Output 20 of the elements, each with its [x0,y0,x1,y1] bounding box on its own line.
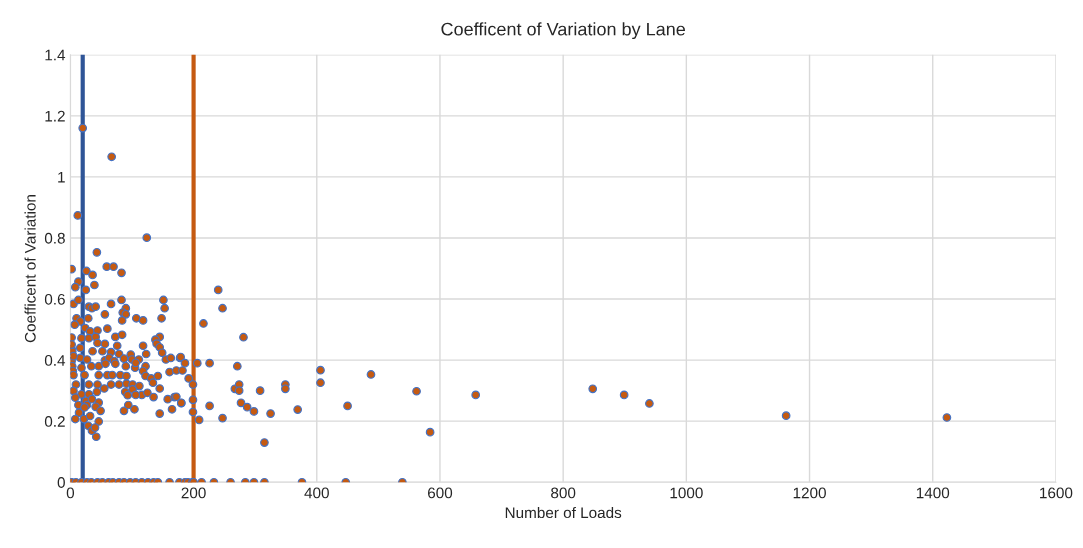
x-tick-label: 1400 [916,487,950,499]
y-tick-label: 0.8 [44,232,65,244]
x-tick-label: 600 [428,487,453,499]
x-tick-label: 1600 [1040,487,1073,499]
x-tick-label: 1000 [670,487,703,499]
y-tick-label: 1 [58,171,65,183]
y-tick-label: 0 [57,477,65,488]
x-tick-label: 200 [181,487,206,499]
x-axis-title: Number of Loads [505,506,622,519]
y-tick-label: 1.4 [45,49,66,61]
x-tick-label: 800 [551,487,576,499]
y-tick-label: 0.2 [44,416,65,427]
y-tick-label: 0.4 [44,354,66,366]
x-tick-label: 0 [66,487,75,499]
x-tick-label: 400 [304,487,329,499]
y-tick-label: 0.6 [44,293,65,305]
x-tick-label: 1200 [793,487,826,499]
y-tick-label: 1.2 [45,110,65,122]
y-axis-title: Coefficent of Variation [24,195,36,343]
chart-title: Coefficent of Variation by Lane [441,22,685,40]
